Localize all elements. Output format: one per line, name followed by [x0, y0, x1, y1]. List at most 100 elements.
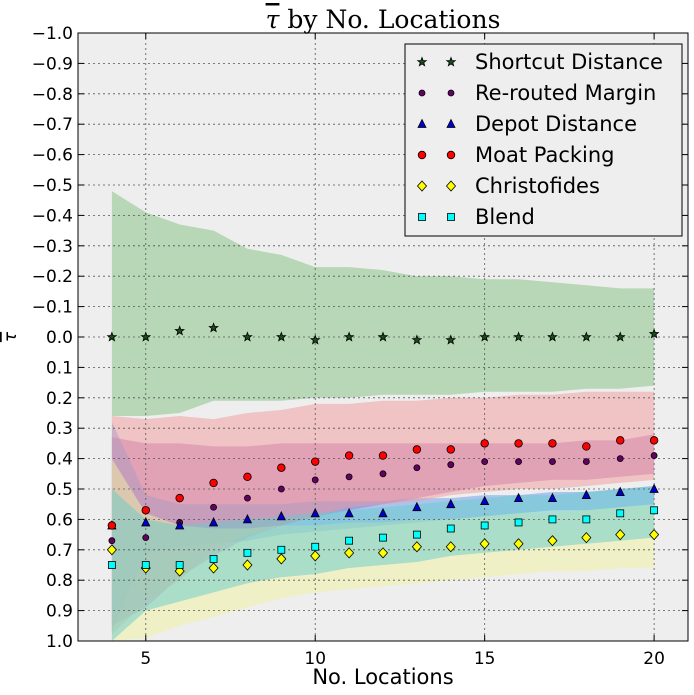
data-point [107, 561, 116, 569]
series-2-points [107, 483, 659, 530]
data-point [208, 517, 219, 527]
data-point [549, 458, 556, 466]
data-point [616, 436, 625, 445]
data-point [480, 439, 489, 448]
data-point [649, 483, 659, 493]
data-point [412, 445, 422, 454]
y-tick-label: −0.8 [32, 85, 73, 105]
data-point [108, 537, 116, 545]
data-point [141, 517, 151, 527]
data-point [480, 495, 490, 506]
data-point [479, 331, 491, 342]
data-point [481, 458, 489, 466]
data-point [412, 501, 422, 512]
data-point [582, 442, 591, 451]
y-tick-label: 0.9 [46, 602, 73, 622]
y-tick-label: −1.0 [32, 24, 73, 44]
y-tick-labels: −1.0 −0.9 −0.8 −0.7 −0.6 −0.5 −0.4 −0.3 −0.2 −0.1… [32, 24, 73, 652]
x-tick-label: 5 [140, 649, 151, 669]
data-point [615, 486, 625, 496]
data-point [343, 331, 355, 342]
legend-marker [447, 89, 455, 97]
data-point [650, 506, 659, 515]
data-point [616, 509, 625, 518]
legend-marker [418, 213, 426, 221]
legend-marker [445, 56, 457, 67]
legend-label: Re-routed Margin [475, 81, 656, 105]
data-points [106, 322, 660, 577]
y-tick-label: −0.7 [32, 115, 73, 135]
data-point [446, 524, 455, 533]
data-point [479, 538, 490, 550]
data-point [445, 541, 456, 553]
data-point [344, 451, 354, 460]
data-point [480, 521, 489, 530]
y-tick-label: 0.3 [46, 419, 73, 439]
legend-marker [447, 213, 455, 221]
data-point [547, 535, 558, 547]
data-point [445, 334, 457, 345]
data-point [106, 331, 118, 342]
data-point [242, 559, 253, 571]
data-point [513, 492, 524, 503]
data-point [547, 492, 558, 503]
data-point [378, 451, 388, 460]
data-point [649, 529, 660, 541]
x-tick-labels: 5 10 15 20 [140, 649, 665, 669]
y-tick-label: 0.6 [46, 510, 73, 530]
legend-entry: Christofides [416, 174, 600, 198]
data-point [210, 503, 217, 511]
band-series-3 [111, 391, 655, 635]
data-point [242, 514, 253, 524]
legend-marker [416, 56, 428, 67]
data-point [175, 561, 184, 569]
legend-marker [418, 89, 426, 97]
y-tick-label: 0.8 [46, 571, 73, 591]
data-point [175, 520, 185, 530]
y-tick-label: 0.7 [46, 541, 73, 561]
legend: Shortcut Distance Re-routed Margin Depot D… [404, 43, 683, 237]
data-point [548, 515, 557, 524]
data-point [141, 506, 150, 515]
data-point [107, 521, 117, 530]
axis-ticks [78, 32, 688, 642]
legend-marker [417, 150, 427, 160]
data-point [344, 547, 355, 559]
data-point [379, 470, 387, 478]
y-tick-label: 0.5 [46, 480, 73, 500]
data-point [243, 472, 252, 482]
legend-label: Christofides [475, 174, 600, 198]
x-tick-label: 20 [643, 649, 665, 669]
data-point [411, 334, 423, 345]
data-point [377, 547, 389, 559]
data-point [614, 331, 626, 342]
data-point [379, 533, 387, 542]
chart-title: τ by No. Locations [266, 5, 501, 34]
data-point [515, 458, 522, 466]
y-tick-label: −0.2 [32, 267, 73, 287]
data-point [514, 518, 523, 527]
series-5-points [107, 506, 659, 569]
y-tick-label: 0.4 [46, 450, 73, 470]
data-point [582, 515, 591, 524]
data-point [581, 532, 592, 544]
legend-marker [416, 180, 428, 192]
data-point [446, 445, 455, 454]
data-point [412, 530, 421, 539]
data-point [648, 328, 660, 339]
series-1-points [108, 452, 658, 545]
y-tick-label: 0.2 [46, 389, 73, 409]
data-point [650, 452, 658, 459]
data-point [311, 457, 320, 466]
data-point [277, 463, 286, 472]
x-tick-label: 15 [474, 649, 496, 669]
data-point [310, 550, 321, 562]
series-4-points [106, 529, 660, 577]
data-point [276, 510, 286, 521]
data-point [378, 507, 388, 518]
data-point [277, 545, 286, 554]
y-tick-label: 1.0 [46, 632, 73, 652]
data-point [616, 455, 624, 463]
data-point [548, 439, 557, 448]
legend-entry: Re-routed Margin [418, 81, 656, 105]
